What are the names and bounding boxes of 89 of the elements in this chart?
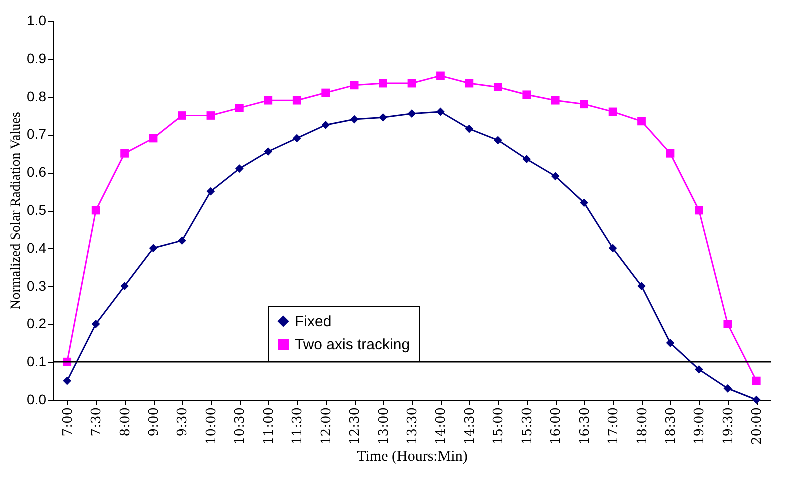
x-tick-label: 18:30: [664, 408, 679, 445]
x-axis-title: Time (Hours:Min): [357, 448, 468, 465]
x-tick-label: 15:30: [520, 408, 536, 445]
y-tick-label: 0.9: [27, 50, 47, 66]
point: [350, 115, 359, 124]
x-tick-label: 14:00: [434, 408, 450, 445]
x-tick-label: 7:00: [60, 408, 76, 437]
point: [551, 96, 560, 105]
point: [408, 79, 416, 88]
point: [264, 148, 273, 156]
x-tick-label: 11:30: [290, 408, 306, 445]
point: [494, 83, 502, 92]
y-axis-title: Normalized Solar Radiation Values: [9, 112, 24, 310]
point: [494, 136, 502, 145]
point: [149, 134, 158, 143]
point: [92, 206, 100, 215]
x-tick-label: 15:00: [492, 408, 507, 445]
x-tick-label: 13:00: [376, 408, 392, 445]
point: [638, 282, 646, 290]
point: [120, 149, 129, 158]
point: [724, 384, 732, 393]
point: [666, 338, 675, 348]
x-tick-label: 19:00: [692, 408, 708, 445]
y-tick-label: 0.0: [27, 392, 47, 408]
point: [522, 155, 532, 164]
point: [350, 81, 359, 90]
point: [149, 244, 158, 253]
point: [408, 110, 416, 118]
point: [63, 376, 72, 386]
x-tick-label: 8:00: [118, 408, 134, 437]
x-tick-label: 16:00: [549, 408, 564, 445]
y-tick-label: 0.5: [27, 202, 47, 218]
point: [608, 244, 618, 253]
point: [292, 134, 302, 143]
x-tick-label: 11:00: [262, 408, 277, 445]
point: [264, 96, 273, 105]
x-tick-label: 16:30: [578, 408, 593, 445]
point: [436, 108, 445, 116]
point: [551, 172, 560, 181]
point: [292, 96, 302, 105]
point: [92, 320, 100, 328]
x-tick-label: 20:00: [750, 408, 766, 445]
point: [465, 124, 474, 134]
point: [178, 236, 186, 246]
y-tick-label: 0.2: [27, 316, 47, 332]
y-tick-label: 0.8: [27, 88, 47, 104]
point: [235, 164, 244, 173]
point: [322, 88, 330, 98]
point: [436, 72, 445, 80]
point: [206, 112, 216, 120]
x-tick-label: 18:00: [635, 408, 650, 445]
y-tick-label: 1.0: [27, 12, 47, 28]
point: [608, 108, 618, 116]
x-tick-label: 9:30: [176, 408, 191, 437]
x-tick-label: 12:00: [319, 408, 334, 445]
legend-label: Fixed: [295, 314, 332, 330]
point: [120, 282, 129, 290]
point: [724, 320, 732, 328]
point: [235, 104, 244, 112]
x-tick-label: 7:30: [90, 408, 105, 437]
x-tick-label: 10:00: [204, 408, 220, 445]
point: [695, 365, 704, 374]
legend-label: Two axis tracking: [295, 336, 410, 354]
point: [206, 187, 216, 196]
y-tick-label: 0.4: [27, 240, 47, 256]
point: [322, 121, 330, 130]
y-tick-label: 0.6: [27, 164, 47, 180]
x-tick-label: 12:30: [348, 408, 364, 445]
point: [580, 198, 589, 208]
point: [752, 376, 761, 386]
y-tick-label: 0.3: [27, 278, 47, 294]
point: [638, 117, 646, 126]
point: [465, 79, 474, 88]
point: [379, 79, 388, 88]
y-tick-label: 0.7: [27, 126, 47, 142]
y-tick-label: 0.1: [27, 354, 47, 370]
x-tick-label: 13:30: [406, 408, 420, 445]
x-tick-label: 17:00: [606, 408, 622, 445]
point: [695, 206, 704, 215]
x-tick-label: 10:30: [233, 408, 248, 445]
point: [522, 90, 532, 100]
point: [178, 112, 186, 120]
point: [379, 113, 388, 122]
x-tick-label: 14:30: [462, 408, 478, 445]
x-tick-label: 9:00: [147, 408, 162, 437]
x-tick-label: 19:30: [721, 408, 736, 445]
point: [666, 149, 675, 158]
point: [580, 100, 589, 109]
point: [752, 396, 761, 404]
